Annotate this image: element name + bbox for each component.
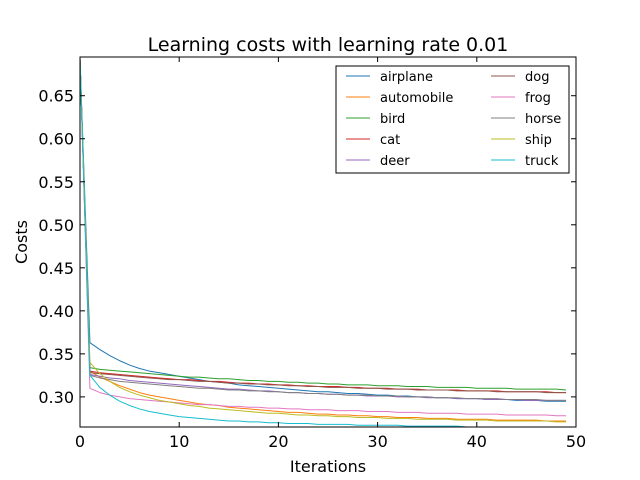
x-tick-label: 30: [367, 432, 387, 451]
series-line-bird: [80, 58, 567, 391]
legend-label-truck: truck: [525, 154, 559, 169]
x-axis-label: Iterations: [290, 457, 366, 476]
x-tick-label: 50: [566, 432, 586, 451]
legend-label-airplane: airplane: [380, 70, 433, 85]
y-tick-label: 0.50: [38, 216, 74, 235]
x-tick-label: 10: [169, 432, 189, 451]
series-line-truck: [80, 58, 543, 427]
legend-label-automobile: automobile: [380, 91, 453, 106]
y-tick-label: 0.40: [38, 302, 74, 321]
legend-label-frog: frog: [525, 91, 551, 106]
legend-box: [335, 65, 570, 174]
legend-label-cat: cat: [380, 133, 400, 148]
x-tick-label: 0: [75, 432, 85, 451]
y-tick-label: 0.45: [38, 259, 74, 278]
series-line-automobile: [80, 58, 567, 422]
y-tick-label: 0.65: [38, 87, 74, 106]
x-tick-label: 40: [467, 432, 487, 451]
y-tick-label: 0.30: [38, 388, 74, 407]
legend-label-horse: horse: [525, 112, 561, 127]
legend-label-dog: dog: [525, 70, 549, 85]
legend-label-bird: bird: [380, 112, 405, 127]
plot-frame: [79, 56, 577, 428]
legend: airplane automobile bird cat deer dog frog hors…: [335, 65, 570, 174]
series-line-frog: [80, 58, 567, 417]
series-line-dog: [80, 58, 567, 394]
series-line-horse: [80, 58, 567, 401]
legend-label-deer: deer: [380, 154, 410, 169]
series-line-ship: [80, 58, 567, 423]
chart-title: Learning costs with learning rate 0.01: [148, 34, 509, 56]
y-tick-label: 0.55: [38, 173, 74, 192]
y-tick-label: 0.35: [38, 345, 74, 364]
y-tick-label: 0.60: [38, 130, 74, 149]
legend-label-ship: ship: [525, 133, 552, 148]
y-axis-label: Costs: [12, 220, 31, 264]
x-tick-label: 20: [268, 432, 288, 451]
